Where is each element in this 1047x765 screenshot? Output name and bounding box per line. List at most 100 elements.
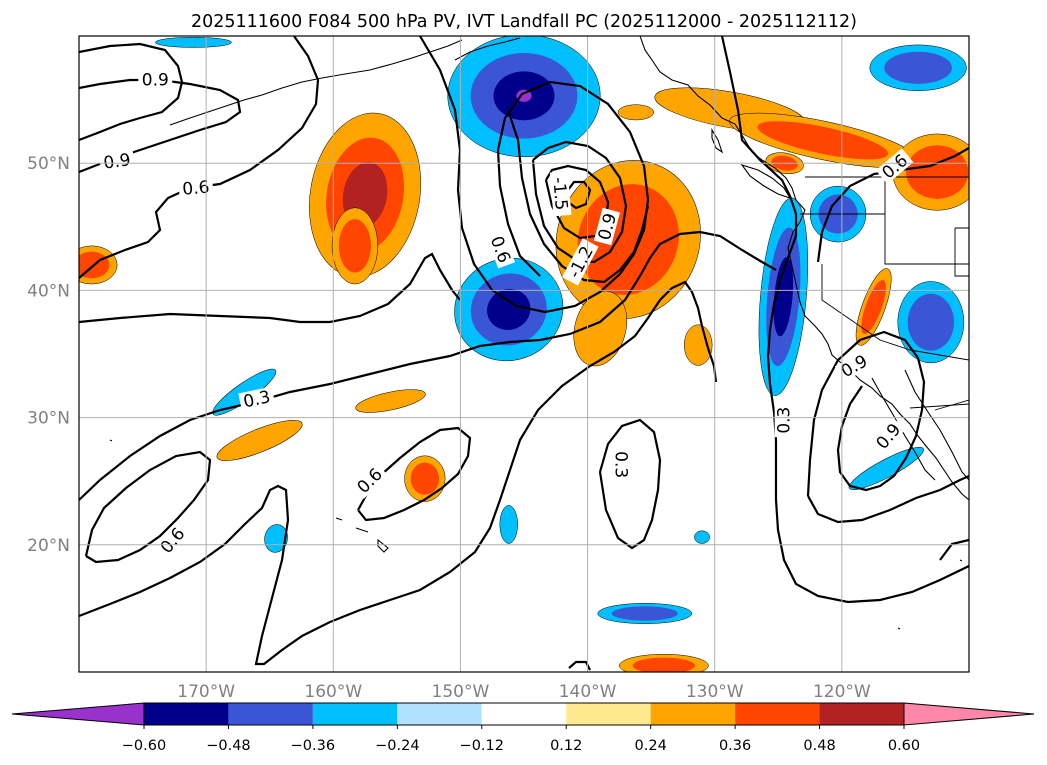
midway-islets [109, 439, 963, 630]
colorbar-tick-label: −0.48 [206, 738, 250, 754]
positive-pv-region [757, 121, 889, 160]
positive-pv-region [617, 104, 654, 121]
contour-line [79, 230, 777, 501]
colorbar-segment [228, 703, 313, 725]
contour-line [79, 42, 184, 142]
colorbar-tick-label: 0.36 [719, 738, 751, 754]
contour-label-group: 0.3 [238, 386, 276, 412]
coastlines [109, 36, 969, 630]
negative-pv-region [155, 37, 232, 48]
border-state-2 [821, 264, 911, 351]
positive-pv-region [632, 657, 695, 672]
colorbar-segment [819, 703, 904, 725]
contour-line [939, 538, 969, 561]
contour-label-bg [178, 177, 214, 199]
contour-label-bg [875, 148, 914, 185]
contour-line [79, 252, 461, 324]
contour-label: 0.9 [142, 71, 169, 91]
colorbar-tick-label: −0.24 [375, 738, 419, 754]
negative-pv-region [264, 524, 288, 553]
map-frame [78, 35, 970, 673]
colorbar-tick-label: −0.36 [291, 738, 335, 754]
colorbar-frame [143, 702, 905, 726]
lon-tick-label: 120°W [813, 682, 871, 702]
negative-pv-region [499, 505, 518, 544]
contour-label-bg [612, 447, 631, 482]
axis-ticks: 170°W 160°W 150°W 140°W 130°W 120°W 20°N 30°N 40… [27, 154, 871, 702]
negative-pv-region [884, 51, 952, 84]
contour-label: 0.3 [775, 407, 795, 434]
lon-tick-label: 150°W [432, 682, 490, 702]
positive-pv-region [216, 420, 303, 461]
contour-label-bg [774, 403, 793, 438]
colorbar-segment [566, 703, 651, 725]
border-us-mexico [909, 403, 969, 409]
contour-line [720, 36, 969, 604]
contour-label-group: -1.5 [548, 170, 572, 217]
contour-label-bg [351, 462, 388, 499]
positive-pv-region [338, 219, 371, 273]
border-state-1 [800, 213, 969, 265]
colorbar-segment [735, 703, 820, 725]
contour-label-bg [593, 207, 621, 246]
lon-tick-label: 140°W [559, 682, 617, 702]
coastline-baja [871, 377, 936, 481]
colorbar-segment [481, 703, 567, 725]
contour-label: 0.9 [102, 150, 132, 174]
contour-line [806, 330, 926, 497]
contour-label-group: -1.2 [562, 238, 599, 286]
lat-tick-label: 30°N [27, 409, 70, 429]
contour-label-group: 0.3 [611, 447, 631, 482]
contour-label-group: 0.3 [774, 403, 795, 438]
positive-pv-region [906, 145, 969, 199]
coastline-alaska [639, 36, 969, 501]
contour-label-bg [870, 417, 906, 455]
contour-line [807, 474, 969, 524]
positive-pv-region [861, 280, 886, 334]
colorbar: −0.60 −0.48 −0.36 −0.24 −0.12 0.12 0.24 0.36 0.4… [11, 702, 1035, 754]
lat-tick-label: 40°N [27, 281, 70, 301]
graticule [79, 36, 969, 672]
border-state-4 [909, 349, 969, 411]
contour-line [84, 450, 212, 564]
colorbar-tick-label: 0.48 [803, 738, 835, 754]
negative-pv-region [907, 293, 954, 351]
colorbar-segment [397, 703, 482, 725]
negative-pv-region [487, 288, 531, 331]
border-state-3 [884, 177, 969, 277]
contour-line [79, 78, 242, 174]
lat-tick-label: 20°N [27, 536, 70, 556]
contour-label-bg [154, 521, 191, 560]
positive-pv-region [355, 389, 426, 413]
contour-label-bg [834, 349, 874, 383]
positive-pv-region [410, 462, 440, 495]
hawaii-islands [335, 517, 389, 553]
negative-pv-region [773, 257, 794, 337]
contour-label-group: 0.9 [98, 149, 136, 174]
colorbar-segment [650, 703, 736, 725]
contour-label-bg [138, 70, 173, 89]
colorbar-tick-label: 0.24 [635, 738, 667, 754]
coastline-alaska-peninsula [454, 37, 521, 61]
negative-pv-region [611, 606, 678, 621]
contour-line [598, 418, 662, 550]
contour-label-group: 0.9 [138, 70, 173, 91]
contour-label-bg [549, 170, 572, 217]
coastline-gulf-of-california [904, 369, 969, 481]
colorbar-segment [144, 703, 229, 725]
contour-label-bg [98, 149, 136, 173]
contour-label: -1.5 [548, 176, 571, 211]
contour-label: 0.6 [182, 177, 211, 199]
coastline-aleutians [169, 39, 463, 126]
colorbar-tick-label: 0.60 [888, 738, 920, 754]
colorbar-extend-min [11, 702, 145, 726]
contour-label: 0.3 [611, 451, 631, 478]
haida-gwaii [711, 128, 724, 154]
colorbar-tick-label: −0.60 [122, 738, 166, 754]
contour-label-bg [486, 230, 516, 269]
lon-tick-label: 130°W [686, 682, 744, 702]
colorbar-tick-label: −0.12 [460, 738, 504, 754]
lat-tick-label: 50°N [27, 154, 70, 174]
contour-line [531, 140, 628, 264]
